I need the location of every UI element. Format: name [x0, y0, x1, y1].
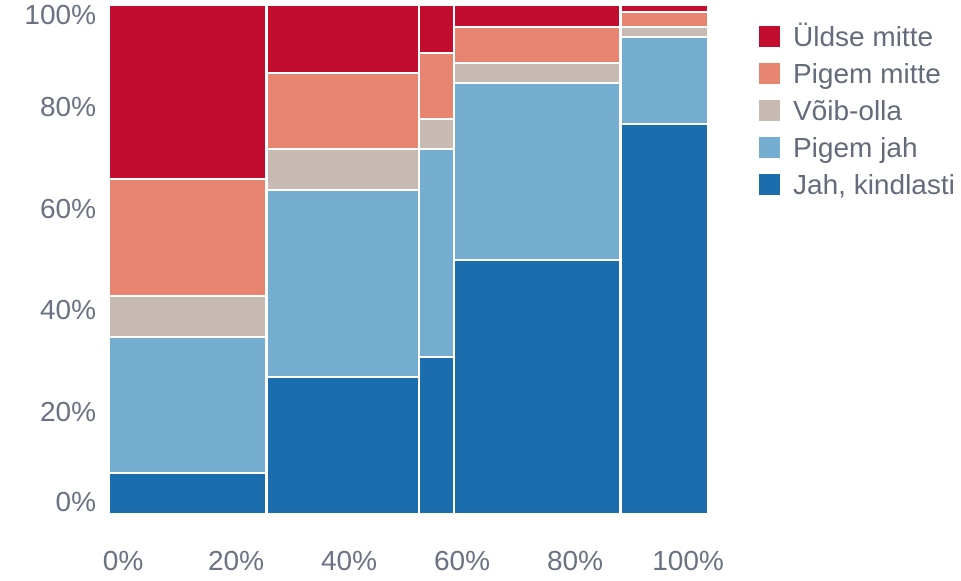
- segment-col2-pigem-jah: [267, 188, 418, 377]
- mosaic-column-4: [455, 6, 620, 513]
- segment-col1-jah-kindlasti: [110, 472, 266, 513]
- segment-col5--ldse-mitte: [621, 6, 707, 12]
- segment-col5-pigem-mitte: [621, 11, 707, 27]
- x-tick-label-100: 100%: [652, 545, 724, 576]
- legend-swatch-icon: [759, 63, 780, 84]
- segment-col3-pigem-mitte: [420, 51, 453, 118]
- segment-col4-jah-kindlasti: [455, 259, 620, 513]
- segment-col1-pigem-jah: [110, 335, 266, 473]
- x-tick-label-40: 40%: [320, 545, 378, 576]
- mosaic-column-2: [267, 6, 418, 513]
- mosaic-column-3: [420, 6, 453, 513]
- y-tick-label-20: 20%: [39, 395, 96, 427]
- segment-col4-pigem-jah: [455, 82, 620, 260]
- y-tick-label-60: 60%: [39, 192, 96, 224]
- x-tick-label-60: 60%: [433, 545, 491, 576]
- legend-swatch-icon: [759, 137, 780, 158]
- segment-col3--ldse-mitte: [420, 6, 453, 52]
- segment-col1--ldse-mitte: [110, 6, 266, 179]
- legend-swatch-icon: [759, 26, 780, 47]
- mosaic-column-5: [621, 6, 707, 513]
- legend-swatch-icon: [759, 100, 780, 121]
- segment-col5-jah-kindlasti: [621, 122, 707, 513]
- segment-col2-pigem-mitte: [267, 71, 418, 148]
- y-tick-label-80: 80%: [39, 91, 96, 123]
- segment-col2-v-ib-olla: [267, 147, 418, 189]
- legend-label: Pigem mitte: [793, 57, 941, 89]
- plot-area: [110, 6, 707, 513]
- segment-col2--ldse-mitte: [267, 6, 418, 72]
- legend-label: Üldse mitte: [793, 20, 934, 52]
- legend-label: Võib-olla: [793, 94, 902, 126]
- legend-swatch-icon: [759, 174, 780, 195]
- segment-col3-pigem-jah: [420, 147, 453, 356]
- segment-col4-v-ib-olla: [455, 61, 620, 83]
- legend-item--ldse-mitte: Üldse mitte: [759, 18, 955, 55]
- segment-col3-v-ib-olla: [420, 117, 453, 148]
- legend-item-jah-kindlasti: Jah, kindlasti: [759, 166, 955, 203]
- legend-item-pigem-jah: Pigem jah: [759, 129, 955, 166]
- mosaic-column-1: [110, 6, 266, 513]
- legend-label: Pigem jah: [793, 131, 918, 163]
- segment-col3-jah-kindlasti: [420, 355, 453, 513]
- x-tick-label-80: 80%: [546, 545, 604, 576]
- segment-col5-v-ib-olla: [621, 26, 707, 37]
- y-tick-label-0: 0%: [55, 486, 96, 517]
- legend: Üldse mitte Pigem mitte Võib-olla Pigem jah…: [759, 18, 955, 203]
- y-tick-label-100: 100%: [24, 0, 96, 30]
- segment-col1-v-ib-olla: [110, 294, 266, 336]
- segment-col2-jah-kindlasti: [267, 376, 418, 513]
- y-tick-label-40: 40%: [39, 294, 96, 326]
- segment-col4-pigem-mitte: [455, 26, 620, 62]
- segment-col1-pigem-mitte: [110, 178, 266, 295]
- legend-label: Jah, kindlasti: [793, 168, 955, 200]
- segment-col5-pigem-jah: [621, 36, 707, 123]
- segment-col4--ldse-mitte: [455, 6, 620, 27]
- legend-item-pigem-mitte: Pigem mitte: [759, 55, 955, 92]
- legend-item-v-ib-olla: Võib-olla: [759, 92, 955, 129]
- x-tick-label-20: 20%: [207, 545, 265, 576]
- x-tick-label-0: 0%: [102, 545, 144, 576]
